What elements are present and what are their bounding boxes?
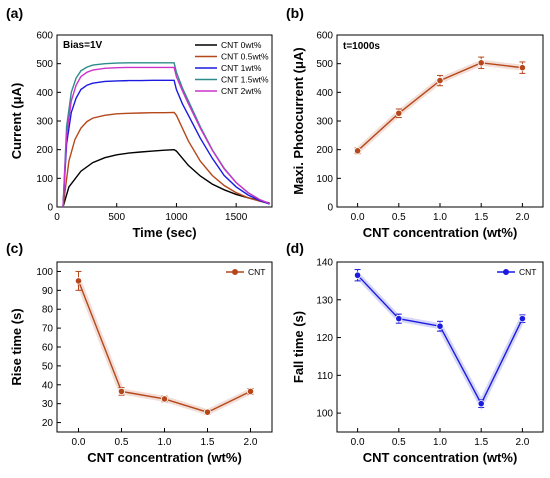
- y-tick-label: 90: [42, 286, 54, 297]
- y-tick-label: 100: [316, 409, 333, 420]
- panel-1: (b) 0 100 200 300 400 500 600 0.0 0.5 1.0 1.5 2.0 CNT…: [286, 5, 544, 240]
- data-point: [246, 387, 255, 395]
- plot-frame: [56, 261, 273, 433]
- x-tick-label: 2.0: [244, 437, 258, 448]
- y-tick-label: 0: [47, 203, 53, 214]
- y-tick-label: 80: [42, 305, 54, 316]
- annotation-text: Bias=1V: [63, 40, 103, 51]
- data-point: [353, 271, 362, 279]
- y-tick-label: 100: [316, 174, 333, 185]
- panel-label: (b): [286, 5, 304, 21]
- annotation-text: t=1000s: [343, 41, 380, 52]
- series-line-1: [62, 111, 270, 208]
- x-tick-label: 0.5: [115, 437, 129, 448]
- x-tick-label: 1.5: [201, 437, 215, 448]
- x-tick-label: 0: [54, 212, 60, 223]
- y-tick-label: 60: [42, 343, 54, 354]
- y-tick-label: 400: [36, 88, 53, 99]
- x-tick-label: 1.0: [433, 437, 447, 448]
- series-line-0: [62, 148, 270, 208]
- series-line: [77, 280, 251, 413]
- panel-label: (d): [286, 240, 304, 256]
- legend-label: CNT 2wt%: [221, 86, 262, 96]
- legend-label: CNT 1wt%: [221, 63, 262, 73]
- x-tick-label: 1500: [225, 212, 248, 223]
- data-point: [117, 387, 126, 395]
- series-line: [357, 274, 524, 406]
- series-line-4: [62, 66, 270, 208]
- series-line-2: [62, 79, 270, 208]
- y-tick-label: 600: [36, 31, 53, 42]
- data-point: [477, 400, 485, 408]
- legend-marker: [503, 269, 509, 275]
- y-tick-label: 30: [42, 399, 54, 410]
- y-tick-label: 70: [42, 324, 54, 335]
- y-tick-label: 140: [316, 258, 333, 269]
- x-tick-label: 2.0: [515, 437, 529, 448]
- y-tick-label: 100: [36, 174, 53, 185]
- y-tick-label: 600: [316, 31, 333, 42]
- data-point: [436, 76, 444, 85]
- plot-frame: [336, 34, 544, 208]
- x-axis-label: CNT concentration (wt%): [363, 450, 518, 465]
- data-point: [477, 59, 485, 67]
- y-axis-label: Maxi. Photocurrent (μA): [291, 47, 306, 194]
- y-axis-label: Current (μA): [9, 83, 24, 160]
- panel-label: (c): [6, 240, 23, 256]
- x-tick-label: 0.0: [351, 212, 365, 223]
- y-tick-label: 20: [42, 418, 54, 429]
- legend-label: CNT: [248, 267, 265, 277]
- x-tick-label: 1.5: [474, 212, 488, 223]
- x-tick-label: 0.5: [392, 437, 406, 448]
- x-tick-label: 1.0: [433, 212, 447, 223]
- y-tick-label: 100: [36, 267, 53, 278]
- data-point: [518, 64, 527, 72]
- y-tick-label: 300: [316, 117, 333, 128]
- x-axis-label: Time (sec): [132, 225, 196, 240]
- data-point: [518, 315, 527, 323]
- y-tick-label: 120: [316, 333, 333, 344]
- y-tick-label: 500: [36, 59, 53, 70]
- data-point: [436, 322, 444, 330]
- series-halo: [355, 273, 526, 411]
- panel-0: (a) 0 100 200 300 400 500 600 0 500 1000 1500 Time (…: [6, 5, 273, 240]
- data-point: [160, 395, 169, 403]
- data-point: [74, 277, 83, 285]
- y-tick-label: 130: [316, 295, 333, 306]
- x-tick-label: 0.0: [351, 437, 365, 448]
- x-axis-label: CNT concentration (wt%): [87, 450, 242, 465]
- legend-label: CNT: [519, 267, 536, 277]
- x-tick-label: 2.0: [515, 212, 529, 223]
- data-point: [353, 147, 362, 155]
- panel-label: (a): [6, 5, 23, 21]
- y-tick-label: 300: [36, 117, 53, 128]
- legend-label: CNT 1.5wt%: [221, 75, 269, 85]
- x-tick-label: 0.5: [392, 212, 406, 223]
- legend-label: CNT 0wt%: [221, 40, 262, 50]
- x-tick-label: 1.0: [158, 437, 172, 448]
- y-tick-label: 200: [316, 145, 333, 156]
- panel-3: (d) 100 110 120 130 140 0.0 0.5 1.0 1.5 2.0 CNT con…: [286, 240, 544, 465]
- y-tick-label: 110: [317, 371, 333, 382]
- legend-label: CNT 0.5wt%: [221, 52, 269, 62]
- x-tick-label: 1000: [165, 212, 188, 223]
- x-axis-label: CNT concentration (wt%): [363, 225, 518, 240]
- y-axis-label: Fall time (s): [291, 311, 306, 383]
- data-point: [395, 315, 403, 323]
- x-tick-label: 1.5: [474, 437, 488, 448]
- data-point: [395, 109, 403, 117]
- data-point: [203, 408, 212, 416]
- y-tick-label: 40: [42, 380, 54, 391]
- x-tick-label: 0.0: [72, 437, 86, 448]
- legend-marker: [232, 269, 238, 275]
- y-tick-label: 50: [42, 361, 54, 372]
- y-axis-label: Rise time (s): [9, 308, 24, 385]
- y-tick-label: 500: [316, 59, 333, 70]
- x-tick-label: 500: [108, 212, 125, 223]
- y-tick-label: 400: [316, 88, 333, 99]
- y-tick-label: 0: [327, 203, 333, 214]
- y-tick-label: 200: [36, 145, 53, 156]
